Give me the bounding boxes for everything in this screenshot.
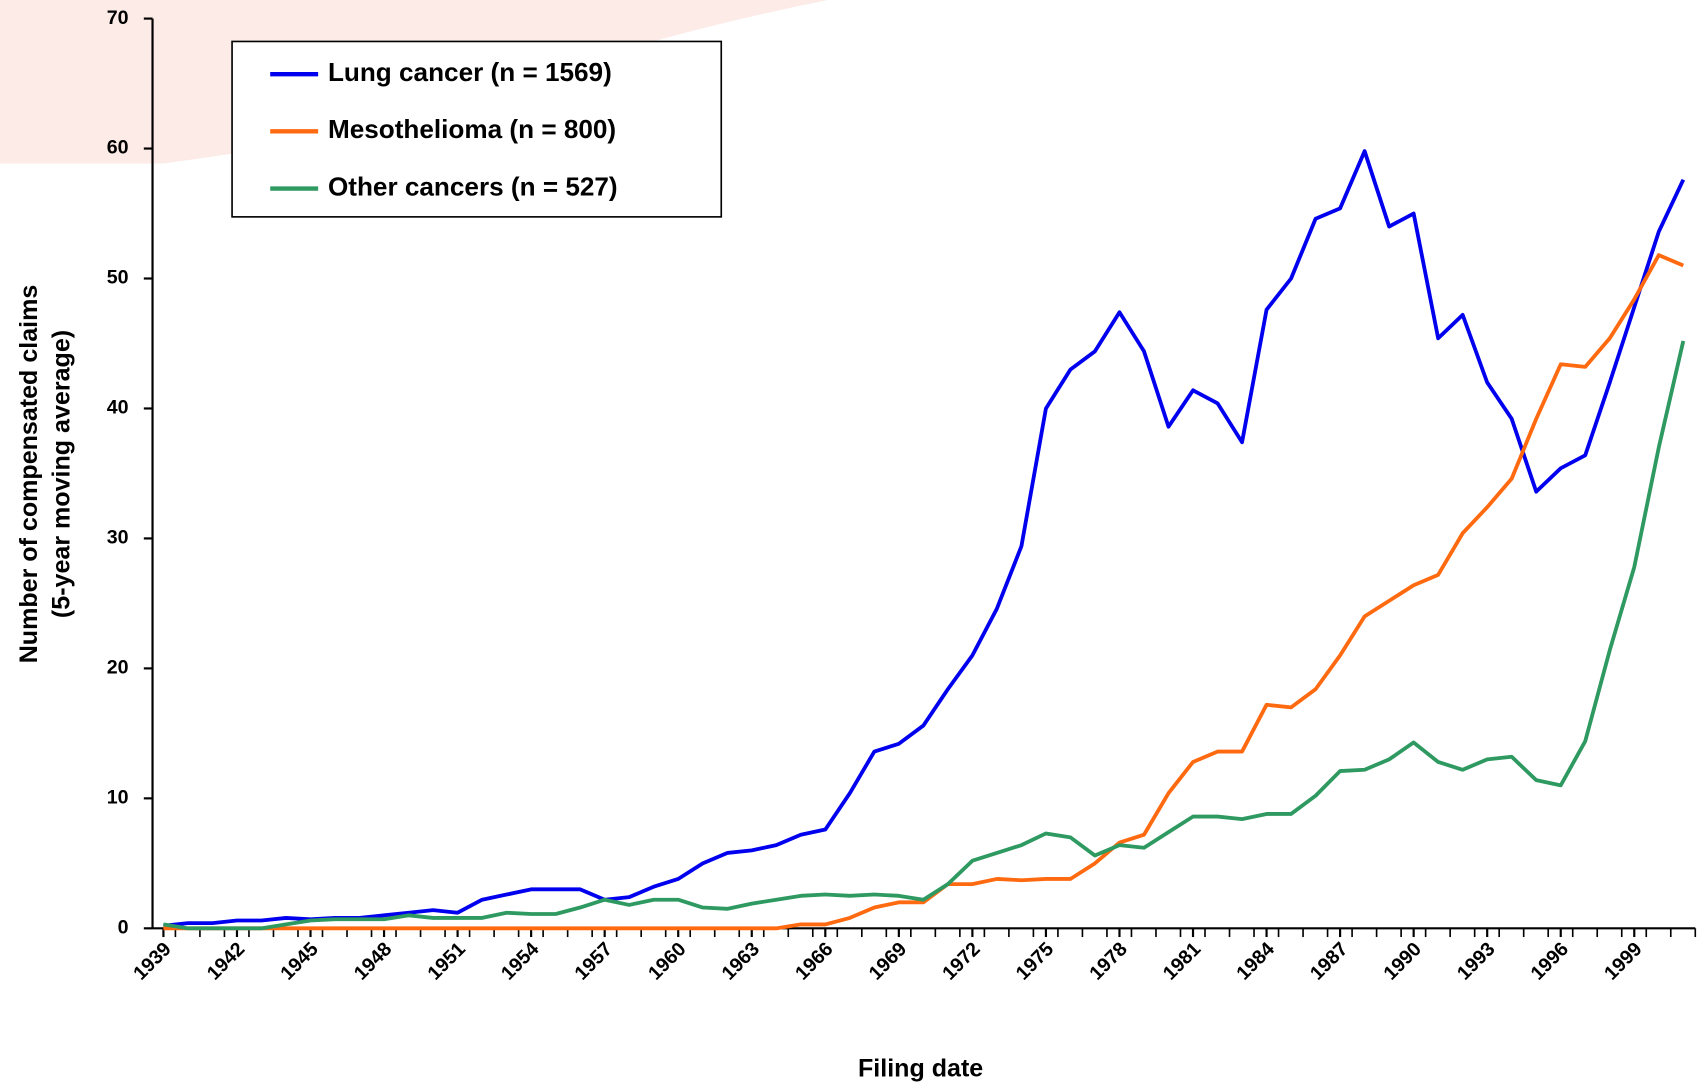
x-tick-label: 1945 — [276, 938, 322, 984]
x-tick-label: 1972 — [938, 938, 984, 984]
x-tick-label: 1960 — [644, 938, 690, 984]
y-tick-label: 0 — [118, 917, 129, 939]
y-tick-label: 50 — [107, 267, 129, 289]
y-tick-label: 30 — [107, 527, 129, 549]
x-tick-label: 1951 — [423, 938, 469, 984]
series-line — [163, 340, 1686, 931]
y-tick-label: 70 — [107, 7, 129, 29]
series-line — [163, 149, 1686, 928]
x-tick-label: 1942 — [203, 938, 249, 984]
x-tick-label: 1990 — [1379, 938, 1425, 984]
y-tick-label: 60 — [107, 137, 129, 159]
x-tick-label: 1969 — [865, 938, 911, 984]
x-tick-label: 1978 — [1085, 938, 1131, 984]
x-tick-label: 1996 — [1527, 938, 1573, 984]
x-tick-label: 1963 — [718, 938, 764, 984]
y-tick-label: 20 — [107, 657, 129, 679]
x-tick-label: 1984 — [1232, 938, 1278, 984]
x-axis-title: Filing date — [858, 1054, 983, 1082]
x-tick-label: 1966 — [791, 938, 837, 984]
legend-label: Other cancers (n = 527) — [328, 171, 618, 201]
series-line — [163, 253, 1685, 931]
x-tick-label: 1981 — [1159, 938, 1205, 984]
y-tick-label: 40 — [107, 397, 129, 419]
x-tick-label: 1975 — [1012, 938, 1058, 984]
y-tick-label: 10 — [107, 787, 129, 809]
x-tick-label: 1993 — [1453, 938, 1499, 984]
x-tick-label: 1954 — [497, 938, 543, 984]
y-axis-title: (5-year moving average) — [48, 330, 76, 618]
legend: Lung cancer (n = 1569) Mesothelioma (n = … — [231, 40, 723, 218]
legend-label: Lung cancer (n = 1569) — [328, 57, 612, 87]
x-tick-label: 1948 — [350, 938, 396, 984]
y-axis-title: Number of compensated claims — [15, 285, 43, 664]
x-tick-label: 1999 — [1600, 938, 1646, 984]
x-tick-label: 1939 — [129, 938, 175, 984]
x-tick-label: 1987 — [1306, 938, 1352, 984]
x-tick-label: 1957 — [571, 938, 617, 984]
legend-label: Mesothelioma (n = 800) — [328, 114, 616, 144]
